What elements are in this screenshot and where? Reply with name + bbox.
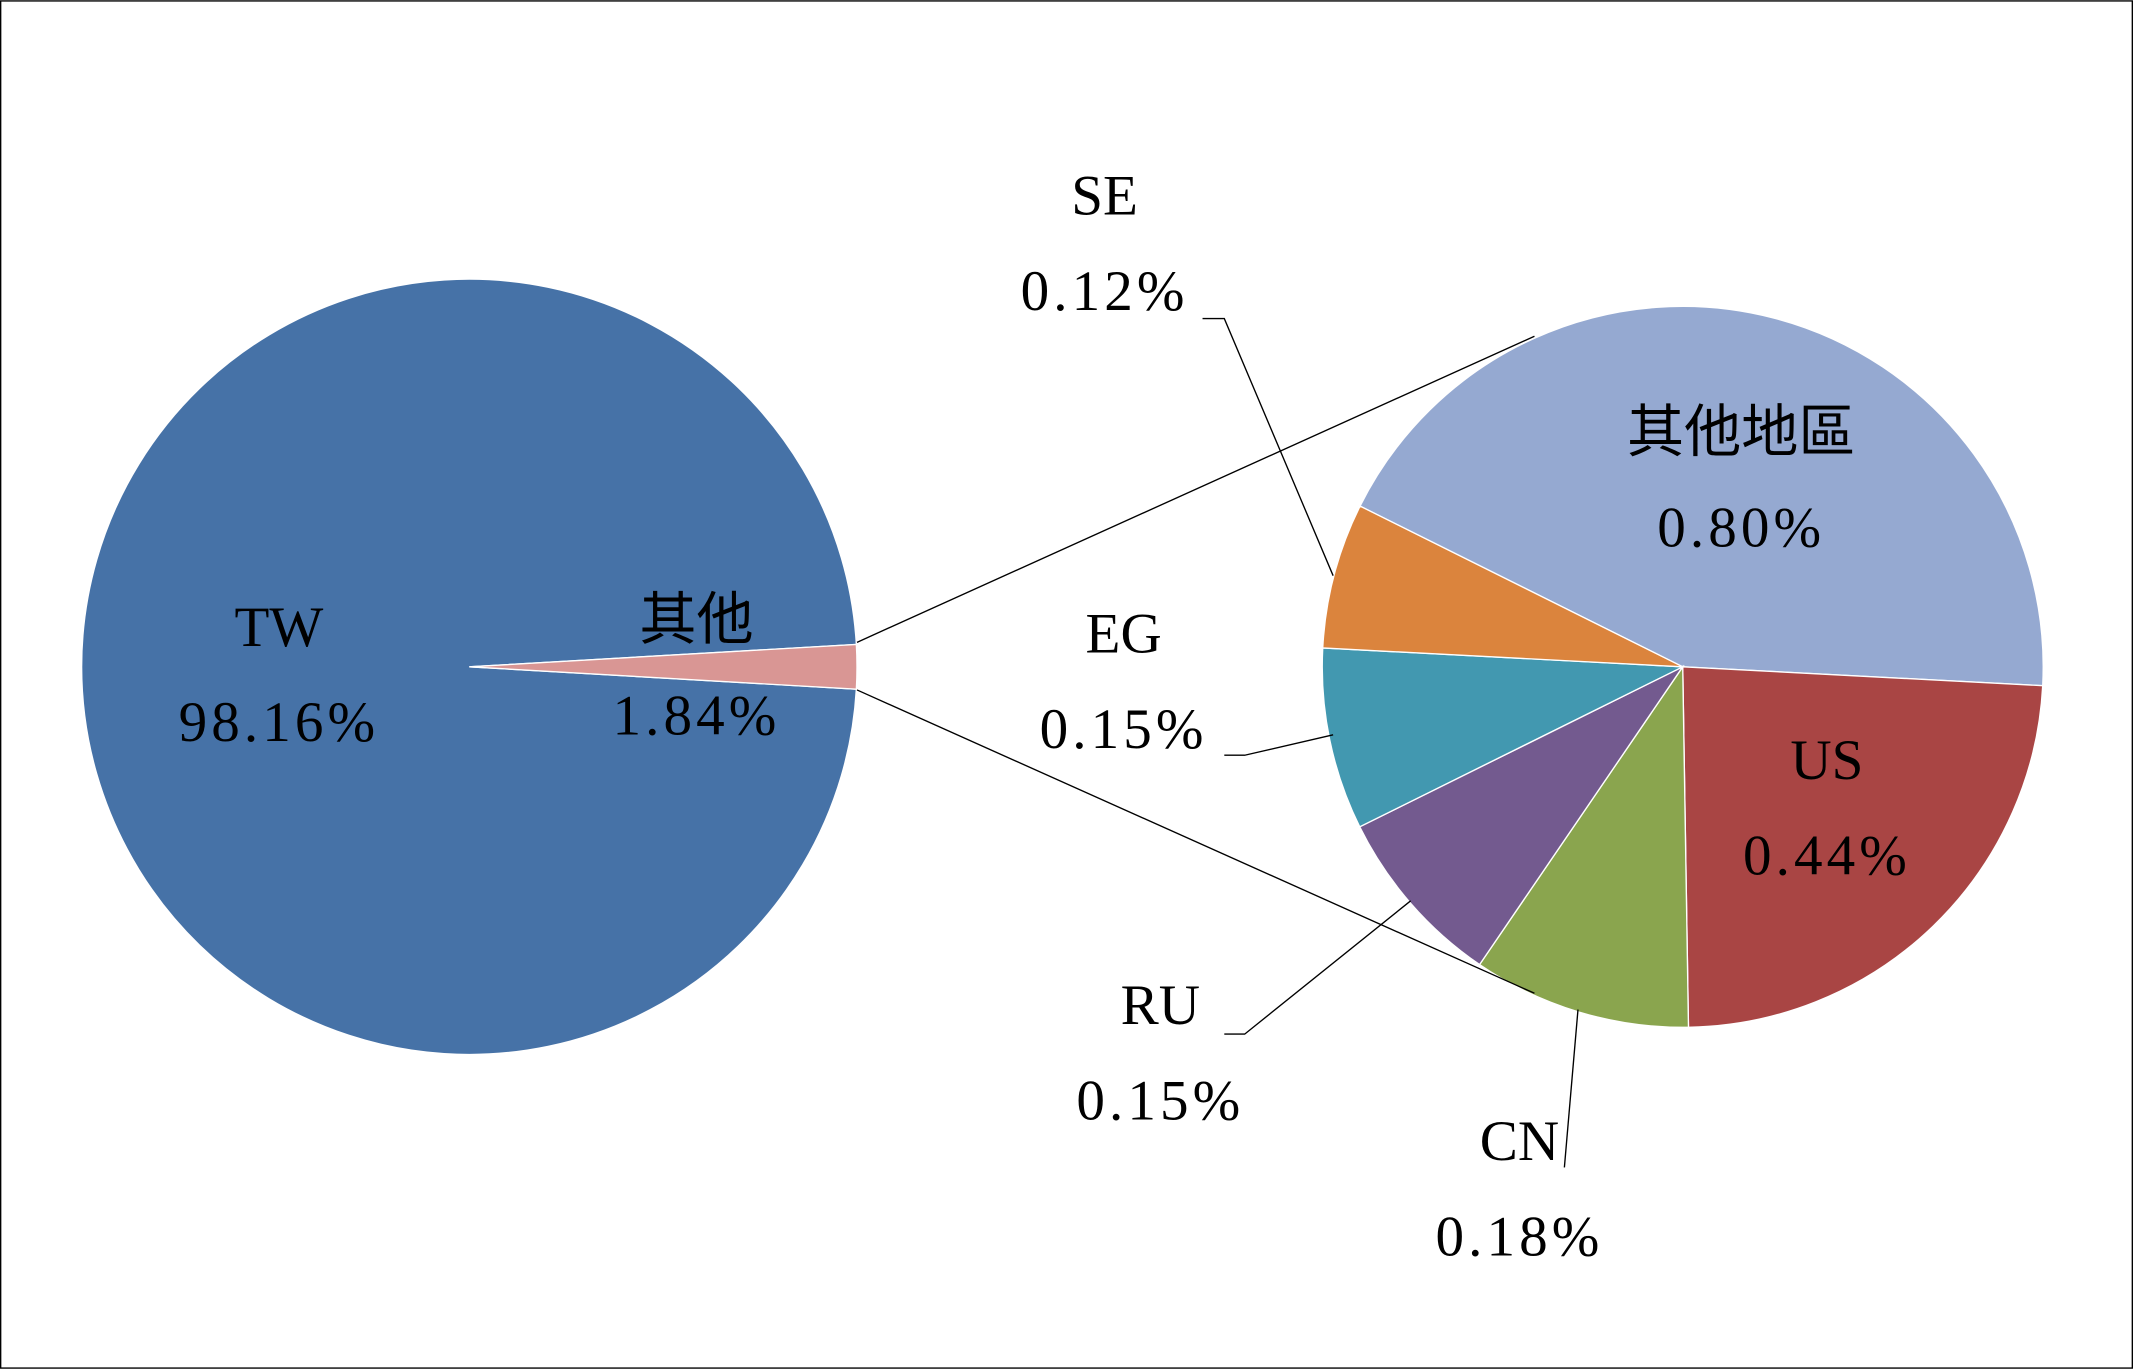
pie-slice [1322, 505, 1684, 668]
labels: TW 98.16% 其他 1.84% 其他地區 0.80% US 0.44% CN 0.18% RU… [179, 165, 1911, 1269]
connector-line [856, 335, 1535, 643]
slice-label: 其他 [639, 589, 753, 652]
value-label: 0.18% [1436, 1205, 1604, 1268]
leader-line [1563, 1009, 1579, 1168]
leader-line [1224, 734, 1334, 756]
pie-slice [1321, 647, 1686, 828]
connector-line [856, 689, 1535, 994]
value-label: 0.12% [1021, 260, 1189, 323]
slices [80, 278, 2044, 1056]
value-label: 98.16% [179, 691, 380, 754]
slice-label: TW [234, 596, 323, 659]
pie-slice [1478, 664, 1690, 1028]
pie-slice [1358, 665, 1685, 966]
pie-slice [469, 643, 858, 690]
slice-label: US [1790, 729, 1863, 792]
value-label: 0.80% [1657, 497, 1825, 560]
slice-label: EG [1086, 603, 1162, 666]
pie-slice [80, 278, 858, 1056]
slice-label: SE [1071, 165, 1138, 228]
value-label: 0.15% [1076, 1069, 1244, 1132]
slice-label: CN [1480, 1110, 1559, 1173]
slice-label: 其他地區 [1627, 401, 1856, 464]
slice-label: RU [1121, 974, 1200, 1037]
pie-slice [1682, 666, 2044, 1028]
value-label: 0.15% [1040, 698, 1208, 761]
value-label: 0.44% [1743, 824, 1911, 887]
leader-line [1224, 900, 1412, 1035]
leader-line [1202, 317, 1334, 576]
value-label: 1.84% [613, 684, 781, 747]
